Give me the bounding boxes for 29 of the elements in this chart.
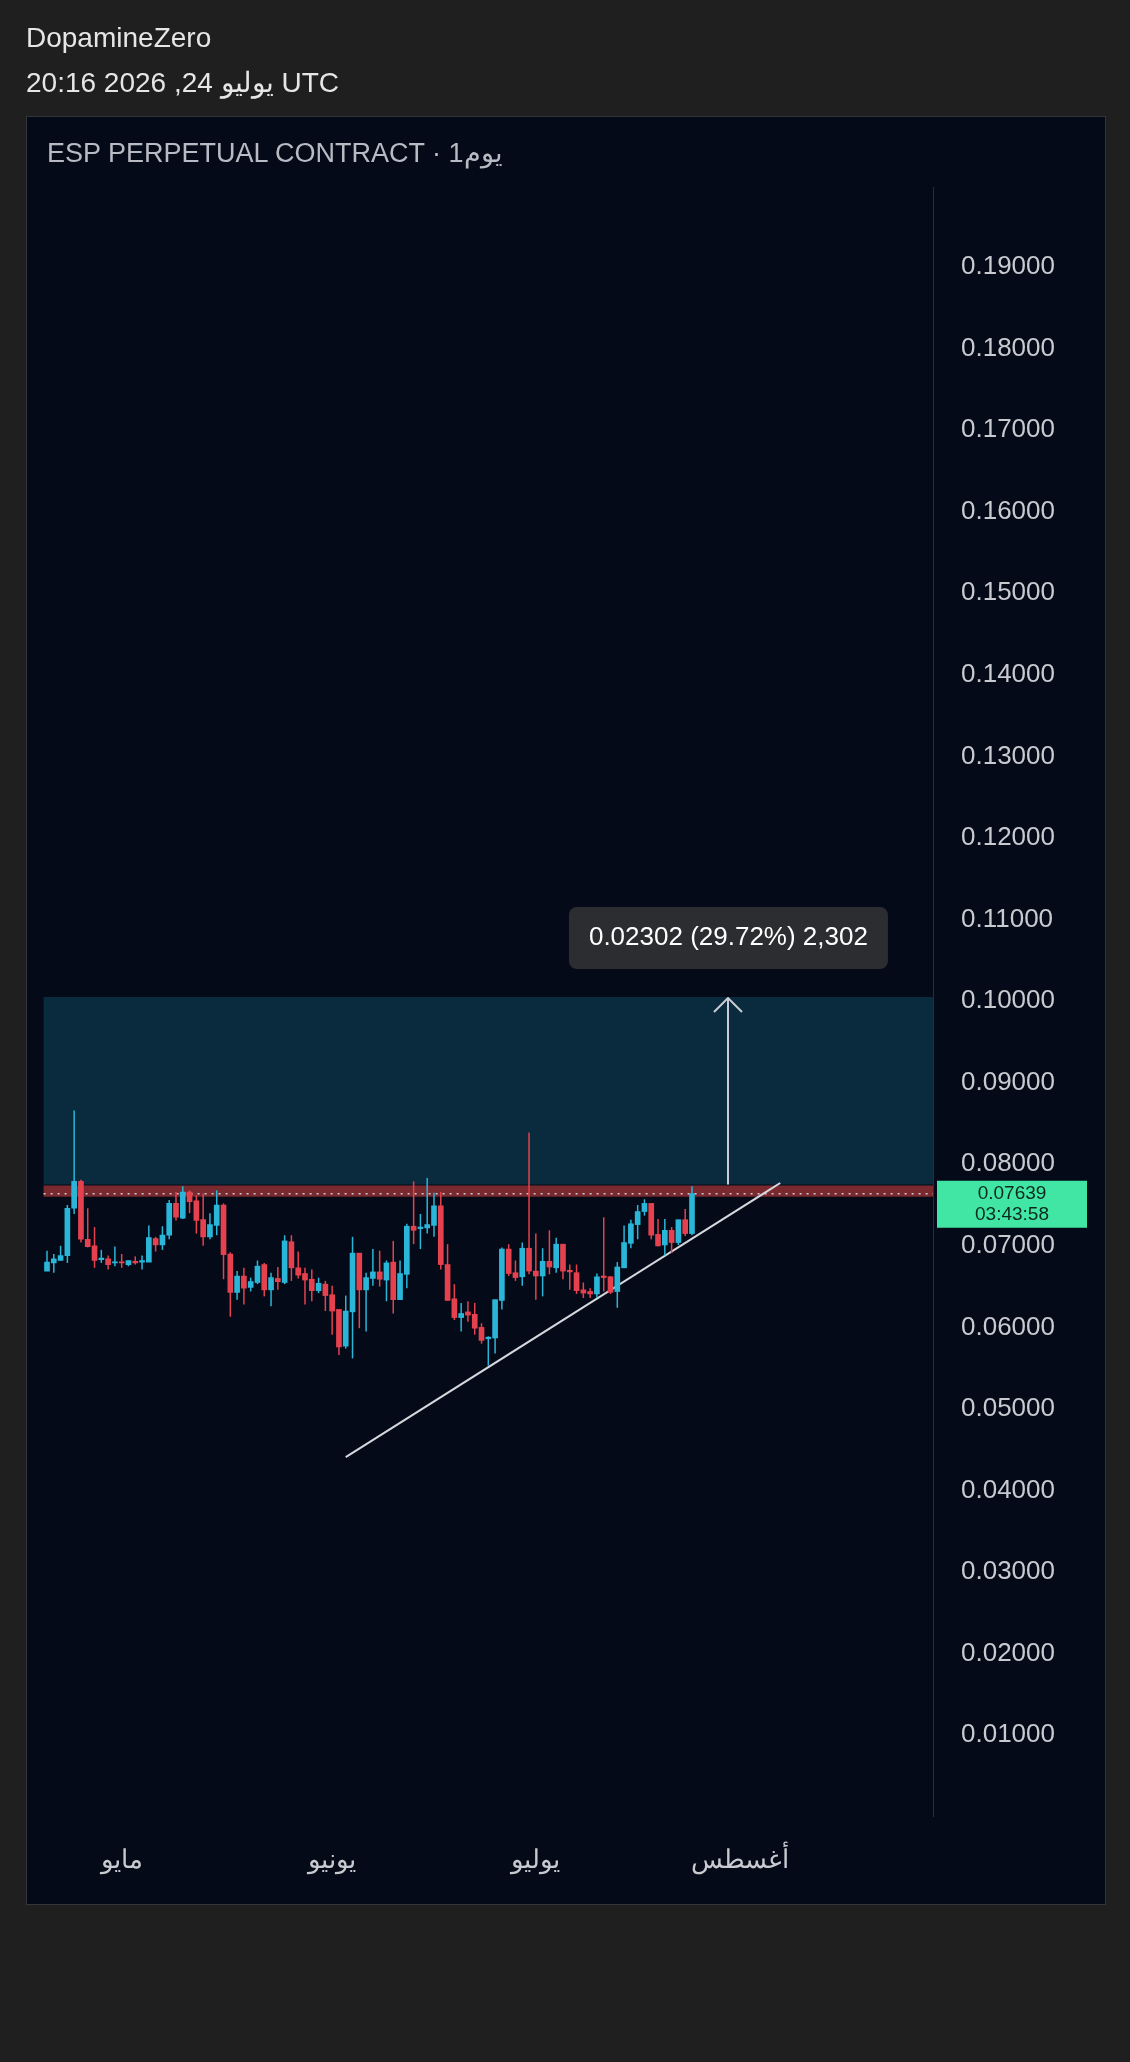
band-label: 0.02302 (29.72%) 2,302 (588, 921, 868, 952)
y-tick-label: 0.05000 (961, 1392, 1055, 1423)
y-tick-label: 0.14000 (961, 657, 1055, 688)
y-tick-label: 0.08000 (961, 1147, 1055, 1178)
y-tick-label: 0.06000 (961, 1310, 1055, 1341)
x-tick-label: أغسطس (690, 1840, 789, 1875)
y-tick-label: 0.10000 (961, 984, 1055, 1015)
y-tick-label: 0.17000 (961, 413, 1055, 444)
y-tick-label: 0.01000 (961, 1718, 1055, 1749)
text: 03:43:58 (975, 1202, 1049, 1224)
y-tick-label: 0.12000 (961, 821, 1055, 852)
y-tick-label: 0.11000 (961, 902, 1054, 933)
y-tick-label: 0.16000 (961, 494, 1055, 525)
y-tick-label: 0.15000 (961, 576, 1055, 607)
y-tick-label: 0.04000 (961, 1473, 1055, 1504)
chart-title: ESP PERPETUAL CONTRACT · 1يوم (47, 137, 503, 169)
x-tick-label: يونيو (306, 1843, 357, 1875)
chart-subtitle: DopamineZero (26, 22, 212, 54)
y-tick-label: 0.13000 (961, 739, 1055, 770)
ref-line-label: 0.07639 (977, 1181, 1047, 1203)
x-tick-label: مايو (98, 1843, 143, 1875)
x-tick-label: يوليو (509, 1843, 561, 1875)
y-tick-label: 0.02000 (961, 1636, 1055, 1667)
y-tick-label: 0.03000 (961, 1555, 1055, 1586)
y-tick-label: 0.09000 (961, 1065, 1055, 1096)
y-tick-label: 0.18000 (961, 331, 1055, 362)
y-tick-label: 0.07000 (961, 1228, 1055, 1259)
text: 20:16 2026 ,24 يوليو UTC (26, 66, 339, 99)
y-tick-label: 0.19000 (961, 250, 1055, 281)
